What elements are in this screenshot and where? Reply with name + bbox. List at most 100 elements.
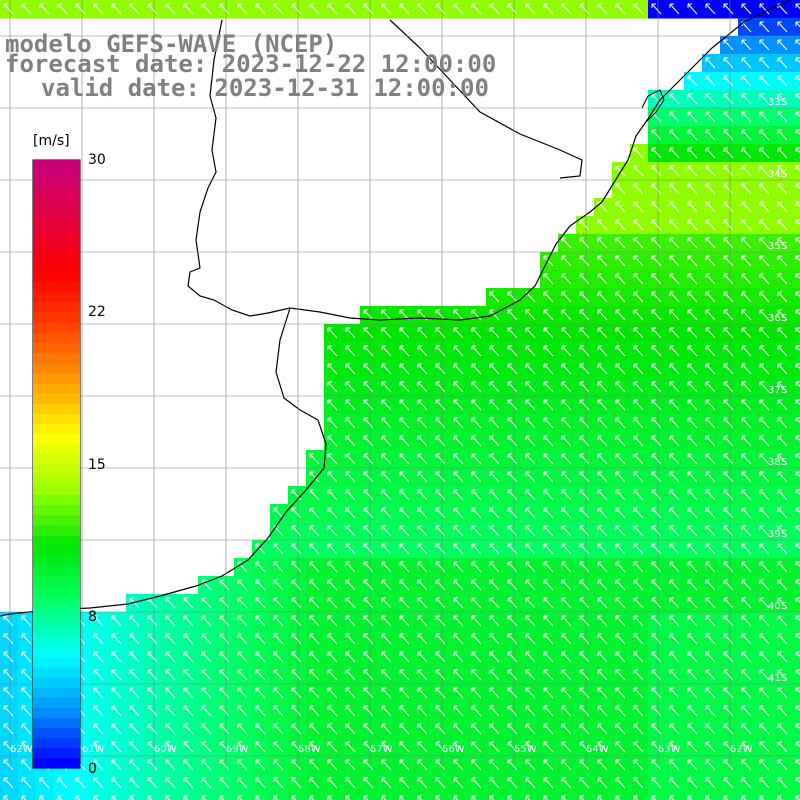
wind-arrow [759,705,770,717]
wind-arrow [165,741,176,753]
wind-arrow [345,327,356,339]
wind-cell [792,72,800,91]
wind-arrow [597,417,608,429]
wind-arrow [561,291,572,303]
wind-arrow [21,615,32,627]
lon-label-61w: 61W [82,744,105,755]
wind-arrow [363,633,374,645]
wind-arrow [543,579,554,591]
wind-arrow [345,399,356,411]
wind-arrow [543,291,554,303]
wind-arrow [417,561,428,573]
colorbar-tick-30: 30 [88,152,106,168]
wind-cell [792,540,800,559]
wind-arrow [615,453,626,465]
wind-arrow [705,345,716,357]
colorbar-swatch [33,271,80,283]
wind-arrow [417,327,428,339]
wind-arrow [363,561,374,573]
colorbar-swatch [33,453,80,465]
wind-arrow [489,759,500,771]
wind-arrow [705,741,716,753]
wind-arrow [363,669,374,681]
wind-arrow [561,705,572,717]
wind-arrow [705,147,716,159]
wind-arrow [741,327,752,339]
wind-arrow [651,597,662,609]
wind-arrow [561,489,572,501]
wind-cell [486,792,505,800]
wind-arrow [363,723,374,735]
wind-arrow [471,471,482,483]
wind-arrow [543,399,554,411]
colorbar-units: [m/s] [33,133,70,149]
wind-arrow [111,615,122,627]
wind-arrow [489,777,500,789]
wind-arrow [741,669,752,681]
wind-arrow [597,237,608,249]
wind-arrow [399,777,410,789]
wind-arrow [669,183,680,195]
wind-arrow [129,687,140,699]
wind-arrow [759,795,765,800]
wind-arrow [633,525,644,537]
wind-arrow [381,669,392,681]
wind-arrow [669,453,680,465]
wind-arrow [219,597,230,609]
wind-arrow [795,93,800,100]
wind-arrow [21,687,32,699]
wind-arrow [381,687,392,699]
wind-arrow [759,57,770,69]
wind-arrow [309,525,320,537]
wind-arrow [363,363,374,375]
wind-cell [792,702,800,721]
wind-arrow [147,687,158,699]
wind-arrow [759,435,770,447]
wind-cell [792,180,800,199]
wind-arrow [795,147,800,154]
wind-arrow [615,489,626,501]
wind-arrow [417,3,428,15]
wind-arrow [777,597,788,609]
wind-arrow [363,597,374,609]
wind-arrow [597,435,608,447]
wind-arrow [471,327,482,339]
wind-arrow [741,93,752,105]
wind-arrow [399,561,410,573]
wind-arrow [327,417,338,429]
colorbar-swatch [33,362,80,374]
wind-arrow [669,309,680,321]
wind-arrow [759,651,770,663]
wind-arrow [597,597,608,609]
wind-arrow [3,777,14,789]
colorbar-swatch [33,210,80,222]
wind-arrow [795,129,800,136]
wind-arrow [381,417,392,429]
wind-arrow [795,489,800,496]
wind-cell [792,648,800,667]
wind-arrow [273,795,279,800]
wind-arrow [399,381,410,393]
wind-arrow [111,669,122,681]
wind-arrow [147,3,158,15]
wind-arrow [723,309,734,321]
colorbar-tick-15: 15 [88,457,106,473]
wind-arrow [615,255,626,267]
wind-arrow [507,381,518,393]
colorbar-swatch [33,676,80,688]
wind-arrow [723,93,734,105]
wind-arrow [381,471,392,483]
wind-arrow [381,615,392,627]
wind-arrow [723,651,734,663]
wind-arrow [417,651,428,663]
wind-arrow [21,795,27,800]
wind-arrow [183,669,194,681]
wind-arrow [687,309,698,321]
wind-arrow [597,705,608,717]
wind-arrow [21,759,32,771]
wind-arrow [777,165,788,177]
wind-arrow [741,507,752,519]
wind-arrow [399,741,410,753]
wind-arrow [741,597,752,609]
lat-label-33s: 33S [768,97,788,108]
